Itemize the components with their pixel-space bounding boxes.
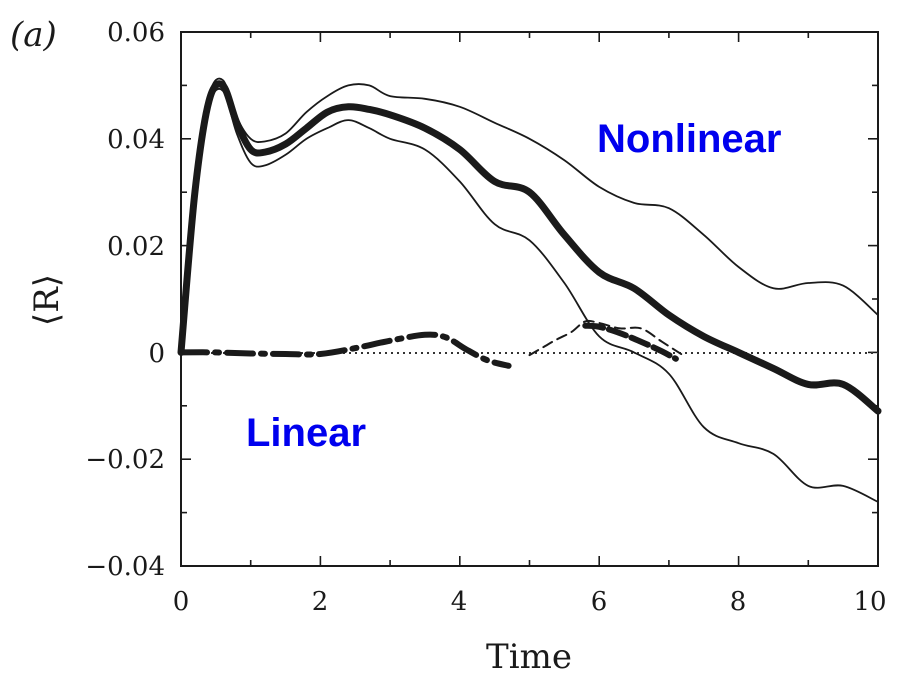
x-tick-label: 10 <box>853 587 886 617</box>
y-tick-label: −0.02 <box>85 445 165 475</box>
y-tick-label: 0.04 <box>107 125 165 155</box>
y-tick-label: −0.04 <box>85 552 165 582</box>
x-tick-labels: 0 2 4 6 8 10 <box>173 587 887 617</box>
tick-marks <box>180 31 879 567</box>
y-axis-label: ⟨R⟩ <box>27 274 67 326</box>
x-tick-label: 0 <box>173 587 190 617</box>
y-tick-labels: 0.06 0.04 0.02 0 −0.02 −0.04 <box>85 18 165 582</box>
series-line-thin-dashed-upper <box>528 319 684 357</box>
y-tick-label: 0.02 <box>107 232 165 262</box>
series-line-thick-dashed <box>582 322 679 362</box>
x-tick-label: 2 <box>312 587 329 617</box>
panel-label: (a) <box>10 15 57 55</box>
x-tick-label: 6 <box>591 587 608 617</box>
series-layer <box>177 77 882 503</box>
annotation-nonlinear: Nonlinear <box>597 117 781 161</box>
series-line-thin-solid-upper <box>180 77 879 354</box>
series-line-thick-solid <box>177 80 882 415</box>
y-tick-label: 0.06 <box>107 18 165 48</box>
x-axis-label: Time <box>486 637 572 677</box>
x-tick-label: 8 <box>730 587 747 617</box>
series-line-thin-solid-lower <box>180 87 879 503</box>
annotation-linear: Linear <box>246 411 366 455</box>
series-line-thick-dash-dot <box>178 331 512 369</box>
plot-frame <box>180 31 879 567</box>
x-tick-label: 4 <box>451 587 468 617</box>
y-tick-label: 0 <box>148 339 165 369</box>
